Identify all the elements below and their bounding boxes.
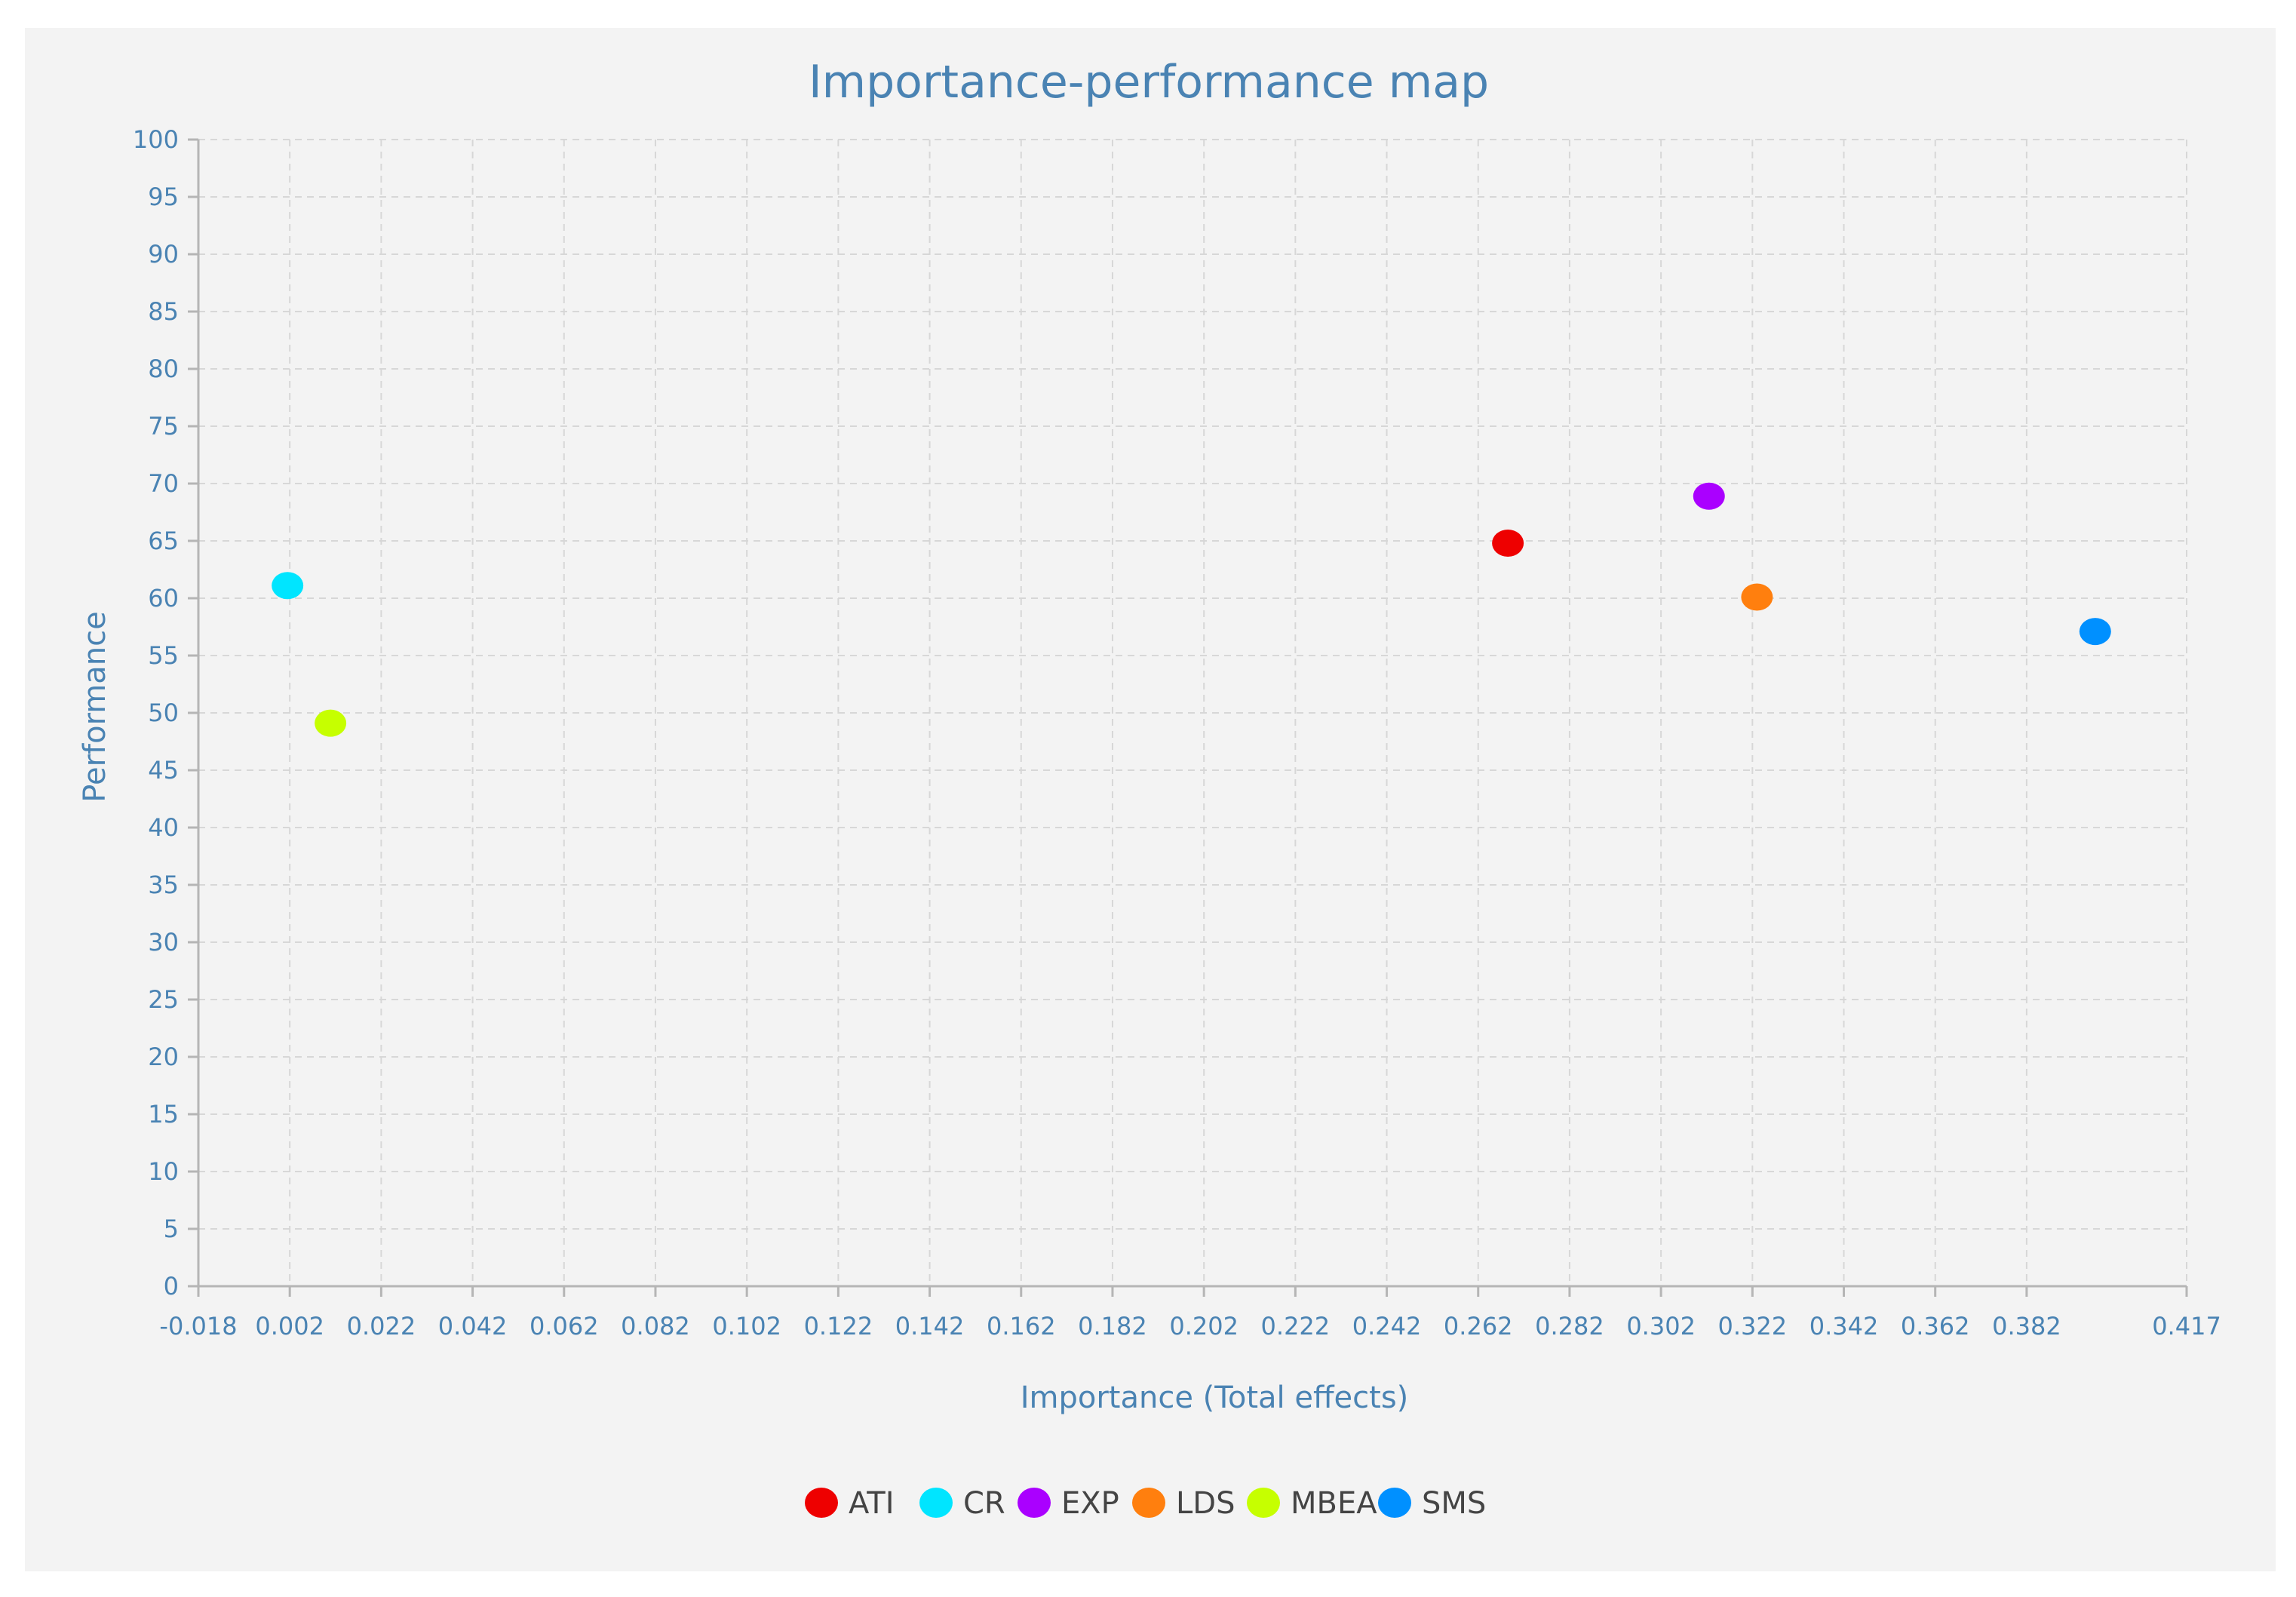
x-tick-label: 0.022 [347, 1312, 416, 1341]
legend-marker [1247, 1488, 1280, 1518]
y-tick-label: 30 [148, 928, 179, 957]
x-tick-label: 0.042 [438, 1312, 508, 1341]
data-point-cr [272, 572, 304, 600]
legend-label: CR [963, 1486, 1005, 1521]
x-tick-label: 0.002 [255, 1312, 324, 1341]
legend-marker [1018, 1488, 1051, 1518]
legend: ATI CR EXP LDS MBEA SMS [805, 1486, 1486, 1521]
x-tick-label: 0.382 [1992, 1312, 2061, 1341]
axes-layer [188, 138, 2188, 1297]
legend-item-sms[interactable]: SMS [1378, 1486, 1486, 1521]
x-tick-label: 0.122 [804, 1312, 873, 1341]
x-tick-label: 0.322 [1718, 1312, 1788, 1341]
data-point-ati [1492, 530, 1524, 557]
y-tick-label: 70 [148, 469, 179, 498]
y-tick-label: 80 [148, 355, 179, 383]
y-tick-label: 15 [148, 1100, 179, 1129]
y-tick-label: 65 [148, 527, 179, 555]
x-tick-label: 0.182 [1078, 1312, 1147, 1341]
legend-marker [805, 1488, 838, 1518]
y-tick-label: 50 [148, 699, 179, 727]
y-tick-label: 40 [148, 813, 179, 842]
y-tick-label: 90 [148, 240, 179, 269]
y-tick-label: 60 [148, 584, 179, 613]
legend-item-exp[interactable]: EXP [1018, 1486, 1119, 1521]
data-point-sms [2079, 618, 2111, 646]
y-axis-title: Performance [78, 611, 112, 802]
legend-label: ATI [849, 1486, 895, 1521]
y-tick-label: 85 [148, 297, 179, 326]
y-tick-label: 25 [148, 985, 179, 1014]
legend-marker [919, 1488, 953, 1518]
y-tick-label: 95 [148, 183, 179, 211]
legend-item-lds[interactable]: LDS [1132, 1486, 1235, 1521]
legend-marker [1132, 1488, 1165, 1518]
x-tick-label: 0.362 [1901, 1312, 1970, 1341]
x-tick-label: 0.262 [1444, 1312, 1513, 1341]
y-tick-label: 100 [133, 125, 179, 154]
y-tick-label: 35 [148, 871, 179, 899]
chart-panel: Importance-performance map 0 5 10 15 20 25 30 3… [25, 28, 2276, 1571]
x-tick-label: 0.202 [1169, 1312, 1239, 1341]
y-tick-label: 45 [148, 756, 179, 785]
x-tick-label: 0.282 [1535, 1312, 1604, 1341]
x-tick-labels: -0.018 0.002 0.022 0.042 0.062 0.082 0.102 0.12… [159, 1312, 2221, 1341]
x-tick-label: 0.222 [1261, 1312, 1331, 1341]
legend-item-ati[interactable]: ATI [805, 1486, 895, 1521]
data-point-lds [1741, 583, 1773, 611]
x-tick-label: 0.242 [1352, 1312, 1422, 1341]
legend-label: EXP [1061, 1486, 1119, 1521]
x-axis-title: Importance (Total effects) [1021, 1380, 1409, 1415]
y-tick-label: 75 [148, 412, 179, 441]
x-tick-label: 0.417 [2152, 1312, 2221, 1341]
x-tick-label: 0.142 [895, 1312, 965, 1341]
legend-label: LDS [1176, 1486, 1235, 1521]
y-tick-label: 20 [148, 1043, 179, 1071]
chart-svg: Importance-performance map 0 5 10 15 20 25 30 3… [78, 56, 2221, 1521]
chart-title: Importance-performance map [809, 56, 1489, 109]
legend-label: SMS [1422, 1486, 1486, 1521]
x-tick-label: 0.062 [529, 1312, 599, 1341]
x-tick-label: 0.082 [621, 1312, 690, 1341]
y-tick-label: 10 [148, 1157, 179, 1186]
y-tick-labels: 0 5 10 15 20 25 30 35 40 45 50 55 60 65 70 75 80 85 90 95 10… [133, 125, 179, 1301]
data-points [272, 482, 2111, 737]
data-point-mbea [315, 709, 347, 737]
data-point-exp [1693, 482, 1725, 510]
x-tick-label: 0.342 [1809, 1312, 1879, 1341]
y-tick-label: 55 [148, 641, 179, 670]
x-tick-label: 0.102 [712, 1312, 781, 1341]
y-tick-label: 0 [164, 1272, 179, 1301]
grid-layer [198, 139, 2187, 1286]
legend-item-mbea[interactable]: MBEA [1247, 1486, 1377, 1521]
legend-item-cr[interactable]: CR [919, 1486, 1005, 1521]
legend-marker [1378, 1488, 1411, 1518]
x-tick-label: 0.302 [1626, 1312, 1696, 1341]
y-tick-label: 5 [164, 1215, 179, 1243]
legend-label: MBEA [1291, 1486, 1377, 1521]
x-tick-label: 0.162 [987, 1312, 1056, 1341]
x-tick-label: -0.018 [159, 1312, 237, 1341]
